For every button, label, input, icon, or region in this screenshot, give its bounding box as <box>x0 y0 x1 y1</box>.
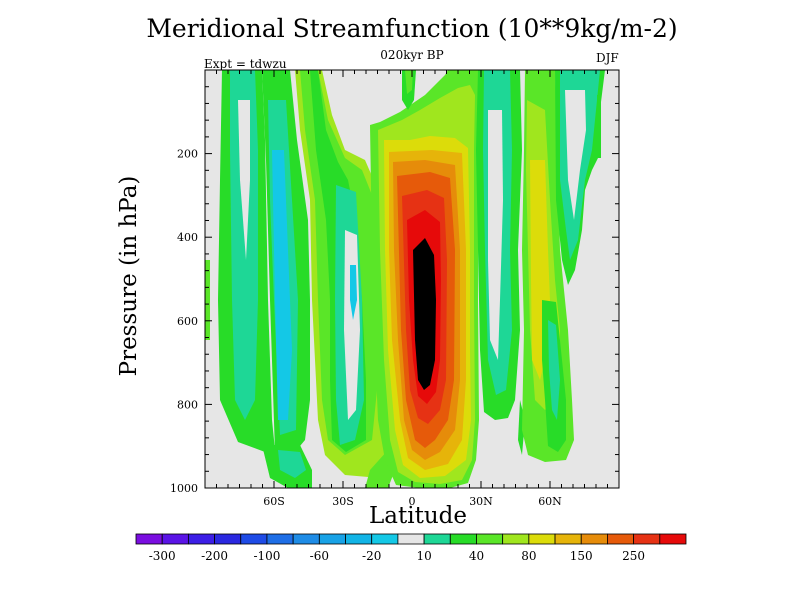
y-tick-label: 200 <box>177 148 198 161</box>
x-tick-label: 0 <box>409 495 416 508</box>
colorbar-swatch <box>502 533 530 545</box>
colorbar-label: -300 <box>149 549 176 563</box>
colorbar-swatch <box>607 533 635 545</box>
x-axis-label: Latitude <box>369 503 467 529</box>
colorbar-swatch <box>528 533 556 545</box>
y-axis-ticks: 200 400 600 800 1000 <box>170 86 619 495</box>
sh-polar-cell-core <box>238 100 250 260</box>
colorbar-swatch <box>240 533 268 545</box>
colorbar-swatch <box>371 533 399 545</box>
colorbar-swatch <box>633 533 661 545</box>
colorbar-swatch <box>187 533 215 545</box>
colorbar-label: -20 <box>362 549 381 563</box>
colorbar-swatch <box>449 533 477 545</box>
chart-title: Meridional Streamfunction (10**9kg/m-2) <box>146 14 678 43</box>
colorbar-label: 40 <box>469 549 484 563</box>
y-tick-label: 600 <box>177 315 198 328</box>
nh-hadley-core <box>413 238 436 390</box>
x-tick-label: 30S <box>332 495 354 508</box>
colorbar-label: 250 <box>622 549 645 563</box>
x-axis-ticks: 60S 30S 0 30N 60N <box>216 70 608 508</box>
x-tick-label: 30N <box>469 495 493 508</box>
colorbar-swatch <box>266 533 294 545</box>
contour-fill-layer <box>205 70 605 488</box>
sh-left-sliver <box>205 260 210 340</box>
colorbar-swatch <box>214 533 242 545</box>
colorbar-label: -60 <box>310 549 329 563</box>
season-label: DJF <box>596 51 619 65</box>
chart-subtitle: 020kyr BP <box>380 48 444 62</box>
colorbar-label: 10 <box>416 549 431 563</box>
colorbar-label: -100 <box>253 549 280 563</box>
x-tick-label: 60S <box>263 495 285 508</box>
colorbar: -300 -200 -100 -60 -20 10 40 80 150 250 <box>135 533 687 563</box>
colorbar-label: -200 <box>201 549 228 563</box>
experiment-label: Expt = tdwzu <box>204 57 287 71</box>
sh-hadley-core-point <box>350 265 357 320</box>
colorbar-swatch <box>318 533 346 545</box>
nh-polar-cell-core <box>565 90 586 220</box>
colorbar-label: 150 <box>570 549 593 563</box>
x-tick-label: 60N <box>538 495 562 508</box>
colorbar-swatch <box>161 533 189 545</box>
colorbar-swatch <box>554 533 582 545</box>
colorbar-swatch <box>423 533 451 545</box>
colorbar-swatch <box>659 533 687 545</box>
colorbar-swatch <box>397 533 425 545</box>
colorbar-label: 80 <box>521 549 536 563</box>
nh-polar-edge <box>597 95 601 158</box>
sh-midlat-positive-center <box>272 150 292 420</box>
sh-midlat-rim-inner <box>278 450 306 478</box>
y-tick-label: 400 <box>177 231 198 244</box>
colorbar-swatch <box>580 533 608 545</box>
y-tick-label: 800 <box>177 398 198 411</box>
sh-polar-cell-inner <box>230 70 258 420</box>
nh-highlat-negative-core <box>548 320 560 420</box>
colorbar-swatch <box>135 533 163 545</box>
colorbar-swatch <box>292 533 320 545</box>
colorbar-swatch <box>476 533 504 545</box>
nh-midlat-core <box>488 110 503 360</box>
y-tick-label: 1000 <box>170 482 198 495</box>
colorbar-swatch <box>345 533 373 545</box>
nh-top-stub-inner <box>405 70 413 94</box>
